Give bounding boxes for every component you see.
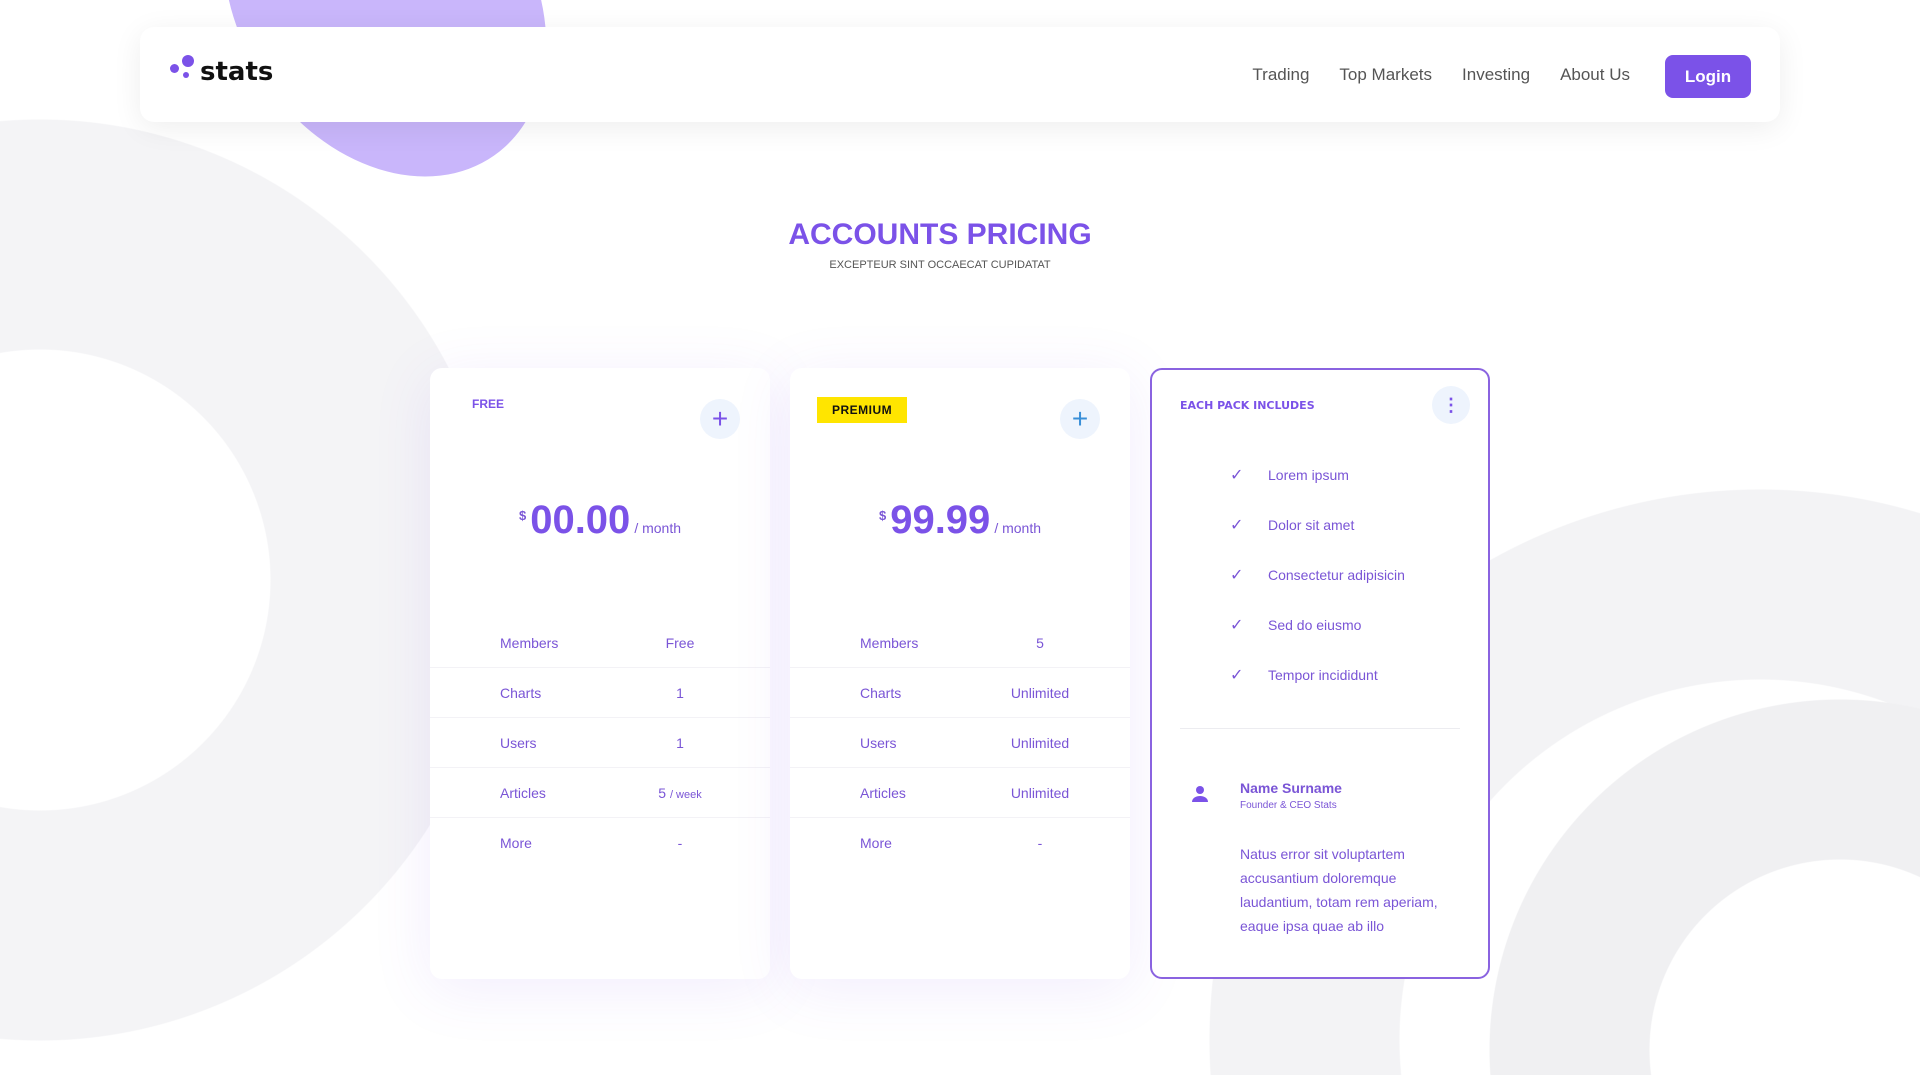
row-value: 1 [676, 734, 684, 751]
page-subtitle: EXCEPTEUR SINT OCCAECAT CUPIDATAT [829, 259, 1051, 271]
premium-badge: PREMIUM [817, 397, 908, 423]
row-value: - [677, 835, 683, 851]
nav-trading[interactable]: Trading [1252, 65, 1310, 84]
list-item: ✓ Lorem ipsum [1230, 450, 1405, 500]
row-value: Unlimited [1010, 684, 1070, 701]
brand-name: stats [200, 57, 274, 87]
logo-dots-icon [170, 55, 198, 85]
plan-name: FREE [472, 397, 505, 411]
check-icon: ✓ [1230, 467, 1244, 484]
table-row: Members 5 [790, 618, 1130, 668]
person-name: Name Surname [1240, 780, 1342, 796]
row-label: More [500, 835, 532, 851]
feature-label: Tempor incididunt [1268, 667, 1378, 683]
check-icon: ✓ [1230, 667, 1244, 684]
row-value: 5 / week [640, 785, 770, 801]
price-period: / month [634, 520, 682, 536]
price: $00.00/ month [430, 498, 770, 543]
table-row: More - [790, 818, 1130, 868]
feature-label: Consectetur adipisicin [1268, 567, 1405, 583]
table-row: Users Unlimited [790, 718, 1130, 768]
plus-icon[interactable]: + [1060, 399, 1100, 439]
row-label: More [860, 835, 892, 851]
nav-about-us[interactable]: About Us [1560, 65, 1630, 84]
nav-top-markets[interactable]: Top Markets [1339, 65, 1433, 84]
plan-card-free: FREE + $00.00/ month Members Free Charts 1… [430, 368, 770, 979]
person-role: Founder & CEO Stats [1240, 800, 1337, 811]
price-amount: 99.99 [890, 498, 991, 542]
row-value-unit: / week [669, 788, 702, 801]
currency: $ [518, 508, 527, 523]
row-value: Free [665, 634, 695, 651]
person-icon [1192, 786, 1208, 802]
row-label: Charts [860, 684, 902, 701]
more-vertical-icon[interactable]: ⋮ [1432, 386, 1470, 424]
testimonial-text: Natus error sit voluptartem accusantium … [1240, 846, 1438, 934]
table-row: Members Free [430, 618, 770, 668]
check-icon: ✓ [1230, 517, 1244, 534]
row-value: Unlimited [1010, 734, 1070, 751]
divider [1180, 728, 1460, 729]
nav-investing[interactable]: Investing [1462, 65, 1531, 84]
plan-card-premium: PREMIUM + $99.99/ month Members 5 Charts U… [790, 368, 1130, 979]
plus-icon[interactable]: + [700, 399, 740, 439]
table-row: Users 1 [430, 718, 770, 768]
row-value: Unlimited [1010, 784, 1070, 801]
feature-label: Dolor sit amet [1268, 517, 1355, 533]
row-label: Users [500, 734, 537, 751]
page-title: ACCOUNTS PRICING [788, 218, 1092, 251]
row-label: Users [860, 734, 897, 751]
currency: $ [878, 508, 887, 523]
row-value: 1 [676, 684, 684, 701]
logo[interactable]: stats [170, 55, 273, 85]
row-label: Articles [860, 784, 906, 801]
includes-title: EACH PACK INCLUDES [1180, 399, 1315, 412]
table-row: Articles Unlimited [790, 768, 1130, 818]
table-row: More - [430, 818, 770, 868]
feature-label: Lorem ipsum [1268, 467, 1349, 483]
list-item: ✓ Consectetur adipisicin [1230, 550, 1405, 600]
row-value-number: 5 [658, 784, 667, 801]
list-item: ✓ Tempor incididunt [1230, 650, 1405, 700]
row-value: 5 [1036, 634, 1044, 651]
row-label: Members [860, 634, 919, 651]
login-button[interactable]: Login [1665, 55, 1751, 98]
row-label: Members [500, 634, 559, 651]
price: $99.99/ month [790, 498, 1130, 543]
table-row: Charts Unlimited [790, 668, 1130, 718]
list-item: ✓ Sed do eiusmo [1230, 600, 1405, 650]
price-amount: 00.00 [530, 498, 631, 542]
check-icon: ✓ [1230, 567, 1244, 584]
check-icon: ✓ [1230, 617, 1244, 634]
table-row: Charts 1 [430, 668, 770, 718]
list-item: ✓ Dolor sit amet [1230, 500, 1405, 550]
price-period: / month [994, 520, 1042, 536]
table-row: Articles 5 / week [430, 768, 770, 818]
row-label: Charts [500, 684, 542, 701]
row-label: Articles [500, 784, 546, 801]
navbar: stats Trading Top Markets Investing Abou… [140, 27, 1780, 122]
row-value: - [1037, 835, 1043, 851]
includes-card: EACH PACK INCLUDES ⋮ ✓ Lorem ipsum ✓ Dolor… [1150, 368, 1490, 979]
feature-label: Sed do eiusmo [1268, 617, 1362, 633]
